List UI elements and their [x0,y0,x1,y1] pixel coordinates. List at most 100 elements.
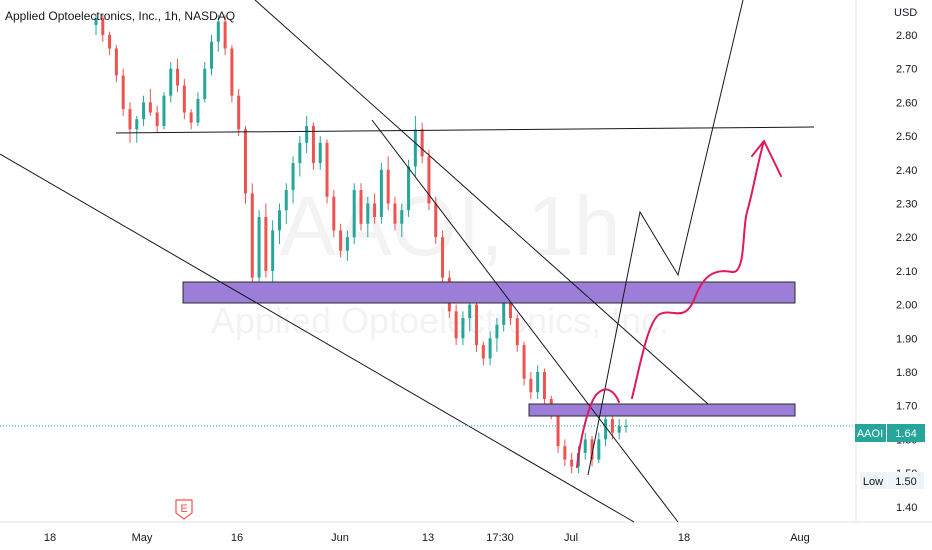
time-tick-label: Aug [790,532,810,544]
earnings-marker[interactable]: E [175,499,193,520]
candle [597,432,601,463]
candle [196,92,200,126]
candle [373,193,377,224]
candle [325,139,329,204]
candle-body [216,21,220,42]
candle-body [114,48,118,76]
candle-body [148,102,152,113]
candle-body [243,129,247,194]
candle [94,14,98,35]
candle-body [298,142,302,164]
earnings-letter: E [180,503,187,515]
candle [617,419,621,440]
candle-body [108,35,112,49]
candle [345,230,349,261]
candle [393,196,397,231]
price-tick-label: 2.20 [896,232,917,244]
last-price-symbol-box [855,424,886,442]
candle-body [162,95,166,126]
time-tick-label: Jun [331,532,349,544]
candle [135,115,139,143]
candle-body [352,190,356,238]
candle [264,203,268,278]
candle-body [522,345,526,379]
candle-body [101,18,105,35]
low-value: 1.50 [895,476,916,488]
middle-trendline[interactable] [371,119,679,523]
candle-body [495,324,499,339]
projection-zigzag[interactable] [587,0,744,476]
resistance-horizontal-line[interactable] [115,126,815,134]
candle-body [400,210,404,224]
earnings-icon[interactable] [175,499,193,520]
candle-body [155,112,159,126]
candle [475,301,479,352]
last-price-symbol: AAOI [857,428,883,440]
candle [515,314,519,352]
currency-label: USD [894,7,917,19]
upper-trendline[interactable] [254,0,709,405]
candle [590,436,594,467]
candle-body [407,166,411,211]
candle-body [604,419,608,440]
candle-body [468,304,472,319]
candle-body [617,425,621,433]
candle [583,432,587,460]
time-tick-label: 17:30 [486,532,514,544]
low-label-box [860,472,887,489]
candle [427,149,431,211]
price-tick-label: 1.90 [896,333,917,345]
candle-body [264,216,268,271]
candle-body [318,142,322,164]
candle-body [250,193,254,278]
last-price-value: 1.64 [895,428,916,440]
candle-body [142,102,146,120]
candle [230,45,234,103]
candle [162,92,166,130]
time-tick-label: Jul [564,532,578,544]
lower-trendline[interactable] [0,153,635,523]
candle [495,318,499,352]
candle-body [189,112,193,123]
candle [243,125,247,204]
price-tick-label: 2.80 [896,30,917,42]
price-tick-label: 2.30 [896,199,917,211]
candle-body [590,439,594,460]
candle [359,183,363,231]
candle [223,14,227,56]
candle [461,311,465,346]
time-tick-label: 16 [231,532,243,544]
projected-path[interactable] [576,140,782,468]
low-value-box [888,472,924,489]
candle-body [169,68,173,96]
price-tick-label: 2.60 [896,97,917,109]
time-tick-label: 13 [422,532,434,544]
last-price-value-box [887,424,925,442]
candle-body [366,203,370,224]
candle [101,14,105,42]
candle-body [488,338,492,359]
price-tick-label: 2.40 [896,165,917,177]
candle [434,196,438,244]
candle-body [570,459,574,467]
watermark-name: Applied Optoelectronics, Inc. [211,300,669,341]
support-zone-lower[interactable] [528,403,796,417]
candle-body [196,99,200,123]
candle-body [271,230,275,271]
candle [257,210,261,295]
candle-body [359,190,363,224]
candle [420,122,424,164]
support-zone-upper[interactable] [182,281,796,304]
chart-title: Applied Optoelectronics, Inc., 1h, NASDA… [5,9,235,23]
time-tick-label: 18 [44,532,56,544]
price-tick-label: 2.00 [896,300,917,312]
candle-body [339,230,343,251]
candle [210,35,214,76]
candle [379,163,383,224]
candle-body [597,439,601,460]
price-tick-label: 1.40 [896,502,917,514]
candle-body [257,216,261,278]
candle [176,58,180,93]
candle [277,203,281,244]
